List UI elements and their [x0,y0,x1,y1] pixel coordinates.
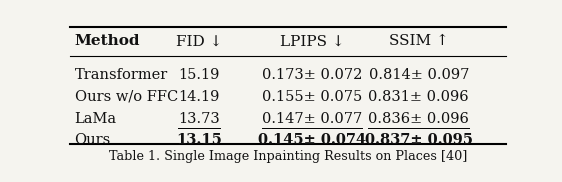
Text: 0.836± 0.096: 0.836± 0.096 [368,112,469,126]
Text: LPIPS ↓: LPIPS ↓ [280,34,345,48]
Text: 0.145± 0.074: 0.145± 0.074 [258,133,366,147]
Text: 0.147± 0.077: 0.147± 0.077 [262,112,362,126]
Text: 0.831± 0.096: 0.831± 0.096 [368,90,469,104]
Text: 0.173± 0.072: 0.173± 0.072 [262,68,362,82]
Text: 13.73: 13.73 [178,112,220,126]
Text: Transformer: Transformer [75,68,168,82]
Text: 0.837± 0.095: 0.837± 0.095 [365,133,473,147]
Text: 13.15: 13.15 [176,133,221,147]
Text: FID ↓: FID ↓ [175,34,222,48]
Text: 15.19: 15.19 [178,68,219,82]
Text: Ours: Ours [75,133,111,147]
Text: Method: Method [75,34,140,48]
Text: Ours w/o FFC: Ours w/o FFC [75,90,178,104]
Text: 0.155± 0.075: 0.155± 0.075 [262,90,362,104]
Text: 0.814± 0.097: 0.814± 0.097 [369,68,469,82]
Text: LaMa: LaMa [75,112,117,126]
Text: 14.19: 14.19 [178,90,219,104]
Text: Table 1. Single Image Inpainting Results on Places [40]: Table 1. Single Image Inpainting Results… [109,150,467,163]
Text: SSIM ↑: SSIM ↑ [389,34,448,48]
